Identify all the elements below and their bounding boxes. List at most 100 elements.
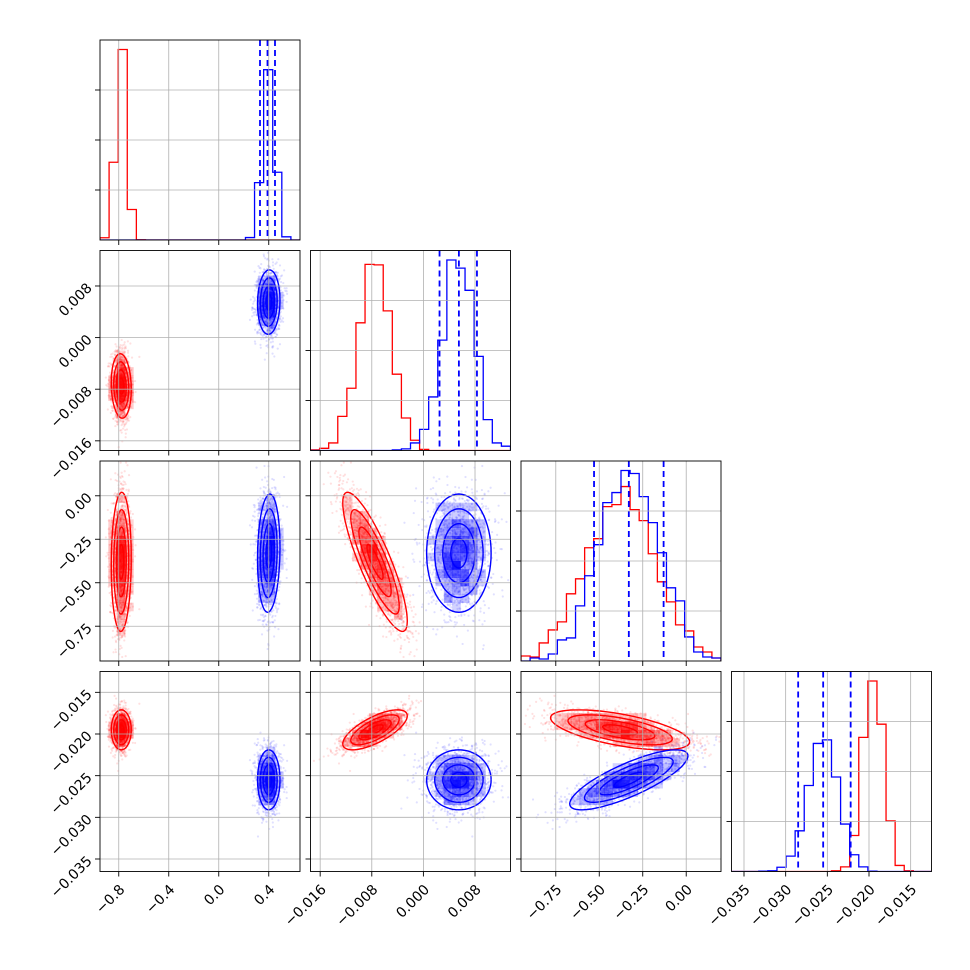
sample-point (134, 544, 137, 547)
sample-point (121, 356, 124, 359)
sample-point (113, 353, 116, 356)
sample-point (272, 345, 275, 348)
histogram-blue (521, 469, 721, 661)
sample-point (280, 296, 283, 299)
sample-point (122, 420, 125, 423)
sample-point (127, 522, 130, 525)
sample-point (115, 617, 119, 620)
sample-point (109, 398, 112, 401)
sample-point (112, 651, 115, 654)
sample-point (116, 479, 119, 483)
sample-point (259, 346, 262, 349)
sample-point (119, 411, 122, 414)
sample-point (124, 400, 127, 403)
sample-point (113, 365, 116, 368)
contour-red (110, 352, 132, 419)
sample-point (263, 317, 266, 320)
sample-point (138, 608, 141, 611)
sample-point (262, 279, 265, 282)
sample-point (251, 306, 254, 310)
x-tick-label: −0.030 (747, 882, 795, 930)
sample-point (277, 297, 280, 300)
sample-point (269, 320, 272, 323)
x-tick-label: −0.025 (789, 882, 837, 930)
sample-point (119, 357, 122, 361)
sample-point (115, 359, 119, 362)
sample-point (120, 617, 123, 621)
sample-point (120, 364, 123, 367)
sample-point (255, 312, 258, 315)
sample-point (273, 279, 277, 282)
sample-point (257, 275, 260, 278)
sample-point (264, 292, 268, 295)
sample-point (118, 402, 121, 405)
sample-point (123, 410, 126, 414)
sample-point (122, 594, 125, 598)
sample-point (130, 356, 134, 359)
sample-point (131, 390, 134, 393)
sample-point (265, 352, 268, 355)
sample-point (256, 322, 259, 325)
sample-point (268, 328, 272, 331)
sample-point (114, 539, 117, 542)
sample-point (274, 320, 277, 323)
sample-point (124, 347, 128, 350)
sample-point (121, 406, 124, 409)
density-cell (108, 375, 117, 385)
sample-point (118, 364, 122, 367)
sample-point (115, 594, 119, 597)
sample-point (126, 621, 129, 624)
sample-point (119, 357, 122, 360)
sample-point (122, 630, 125, 633)
sample-point (272, 267, 275, 270)
sample-point (119, 609, 122, 612)
sample-point (119, 461, 122, 464)
sample-point (121, 427, 125, 430)
sample-point (253, 297, 256, 300)
sample-point (108, 391, 112, 394)
sample-point (111, 636, 114, 639)
sample-point (116, 420, 119, 424)
sample-point (278, 277, 282, 280)
sample-point (270, 327, 273, 330)
sample-point (251, 306, 254, 309)
sample-point (253, 289, 256, 292)
sample-point (264, 321, 268, 325)
sample-point (113, 635, 117, 638)
sample-point (264, 283, 267, 286)
sample-point (131, 391, 134, 394)
sample-point (260, 333, 263, 336)
sample-point (252, 302, 255, 305)
sample-point (120, 636, 123, 639)
sample-point (124, 635, 127, 638)
sample-point (119, 514, 122, 518)
sample-point (110, 605, 113, 608)
sample-point (112, 502, 115, 505)
sample-point (130, 591, 133, 594)
sample-point (134, 401, 137, 404)
sample-point (121, 505, 125, 508)
sample-point (109, 610, 112, 614)
sample-point (264, 319, 267, 323)
sample-point (116, 493, 119, 496)
density-cell (116, 594, 126, 603)
sample-point (120, 604, 123, 607)
sample-point (130, 400, 133, 403)
sample-point (119, 413, 122, 416)
sample-point (122, 524, 125, 527)
sample-point (272, 325, 275, 328)
sample-point (131, 558, 134, 561)
sample-point (126, 351, 130, 354)
sample-point (259, 287, 262, 291)
sample-point (257, 331, 260, 334)
density-cell (116, 611, 126, 620)
sample-point (127, 488, 130, 491)
sample-point (280, 274, 284, 277)
sample-point (119, 476, 122, 480)
histogram-blue (731, 739, 932, 872)
sample-point (113, 365, 116, 368)
sample-point (107, 364, 110, 368)
sample-point (265, 320, 268, 323)
sample-point (121, 364, 124, 368)
sample-point (126, 418, 129, 421)
